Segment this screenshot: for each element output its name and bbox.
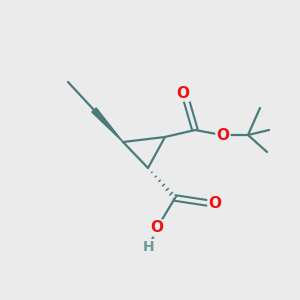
Text: O: O xyxy=(217,128,230,142)
Text: H: H xyxy=(143,240,155,254)
Text: O: O xyxy=(176,85,190,100)
Text: O: O xyxy=(151,220,164,236)
Text: O: O xyxy=(208,196,221,211)
Polygon shape xyxy=(92,108,123,142)
